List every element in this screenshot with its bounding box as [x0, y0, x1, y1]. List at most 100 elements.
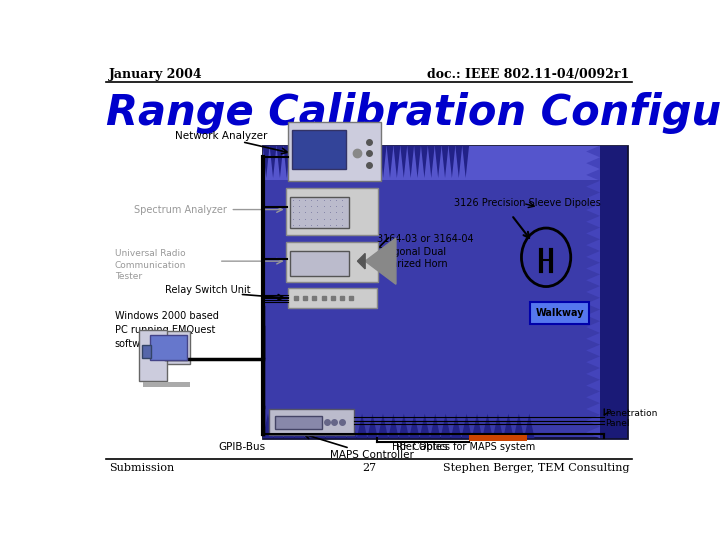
Polygon shape	[315, 414, 325, 438]
Text: Walkway: Walkway	[535, 308, 584, 318]
FancyBboxPatch shape	[269, 409, 354, 435]
Polygon shape	[284, 414, 294, 438]
Polygon shape	[492, 414, 503, 438]
Polygon shape	[346, 146, 352, 178]
Polygon shape	[586, 157, 600, 169]
Polygon shape	[400, 146, 408, 178]
Polygon shape	[294, 414, 305, 438]
Polygon shape	[408, 146, 414, 178]
Polygon shape	[421, 146, 428, 178]
FancyBboxPatch shape	[143, 346, 150, 358]
FancyBboxPatch shape	[530, 302, 589, 323]
Polygon shape	[586, 204, 600, 216]
Polygon shape	[586, 345, 600, 356]
FancyBboxPatch shape	[288, 288, 377, 308]
Text: Penetration
Panel: Penetration Panel	[606, 409, 658, 428]
Polygon shape	[284, 146, 290, 178]
Polygon shape	[387, 146, 393, 178]
Polygon shape	[378, 414, 388, 438]
Polygon shape	[435, 146, 441, 178]
Polygon shape	[305, 414, 315, 438]
Polygon shape	[586, 368, 600, 380]
Polygon shape	[451, 414, 462, 438]
Text: January 2004: January 2004	[109, 68, 202, 82]
Polygon shape	[586, 274, 600, 286]
Text: Universal Radio
Communication
Tester: Universal Radio Communication Tester	[115, 249, 186, 281]
Polygon shape	[482, 414, 492, 438]
Polygon shape	[352, 146, 359, 178]
Polygon shape	[586, 392, 600, 403]
Bar	[469, 435, 527, 441]
Polygon shape	[586, 286, 600, 298]
Polygon shape	[441, 146, 449, 178]
FancyBboxPatch shape	[287, 187, 378, 234]
FancyBboxPatch shape	[292, 130, 346, 169]
Polygon shape	[336, 414, 346, 438]
FancyBboxPatch shape	[139, 330, 167, 381]
Polygon shape	[366, 146, 373, 178]
Polygon shape	[586, 262, 600, 274]
Polygon shape	[331, 146, 338, 178]
FancyBboxPatch shape	[147, 331, 190, 364]
Text: Network Analyzer: Network Analyzer	[175, 131, 267, 141]
FancyBboxPatch shape	[288, 122, 381, 181]
Polygon shape	[586, 192, 600, 204]
Polygon shape	[430, 414, 441, 438]
Bar	[263, 146, 627, 438]
Polygon shape	[586, 227, 600, 239]
Polygon shape	[441, 414, 451, 438]
Polygon shape	[586, 298, 600, 309]
Polygon shape	[273, 414, 284, 438]
Text: Fiber Optics for MAPS system: Fiber Optics for MAPS system	[392, 442, 536, 452]
Polygon shape	[304, 146, 311, 178]
Polygon shape	[586, 181, 600, 192]
Polygon shape	[399, 414, 409, 438]
Polygon shape	[586, 380, 600, 392]
Text: Submission: Submission	[109, 463, 174, 473]
Polygon shape	[513, 414, 524, 438]
Polygon shape	[586, 216, 600, 227]
Text: MAPS Controller: MAPS Controller	[330, 450, 415, 460]
Polygon shape	[263, 414, 273, 438]
Polygon shape	[586, 356, 600, 368]
Polygon shape	[276, 146, 284, 178]
Polygon shape	[338, 146, 346, 178]
Polygon shape	[297, 146, 304, 178]
Polygon shape	[586, 415, 600, 427]
Bar	[263, 146, 600, 180]
Polygon shape	[409, 414, 420, 438]
Polygon shape	[449, 146, 455, 178]
Polygon shape	[414, 146, 421, 178]
Polygon shape	[269, 146, 276, 178]
Bar	[600, 146, 627, 438]
Polygon shape	[462, 146, 469, 178]
Polygon shape	[373, 146, 379, 178]
FancyBboxPatch shape	[290, 197, 348, 228]
Text: Range Calibration Configuration: Range Calibration Configuration	[106, 92, 720, 134]
Text: 27: 27	[362, 463, 376, 473]
Text: RF Cables: RF Cables	[396, 442, 447, 452]
Polygon shape	[586, 239, 600, 251]
Polygon shape	[325, 146, 331, 178]
Text: Relay Switch Unit: Relay Switch Unit	[165, 285, 251, 295]
Text: 3126 Precision Sleeve Dipoles: 3126 Precision Sleeve Dipoles	[454, 198, 600, 208]
FancyBboxPatch shape	[287, 241, 378, 282]
Polygon shape	[524, 414, 534, 438]
Polygon shape	[428, 146, 435, 178]
Text: 3164-03 or 3164-04
Diagonal Dual
Polarized Horn: 3164-03 or 3164-04 Diagonal Dual Polariz…	[377, 234, 473, 269]
Polygon shape	[586, 309, 600, 321]
Text: Windows 2000 based
PC running EMQuest
software: Windows 2000 based PC running EMQuest so…	[115, 312, 219, 349]
Polygon shape	[311, 146, 318, 178]
Polygon shape	[290, 146, 297, 178]
Polygon shape	[586, 321, 600, 333]
Text: Spectrum Analyzer: Spectrum Analyzer	[134, 205, 227, 214]
Polygon shape	[365, 238, 396, 284]
Text: Stephen Berger, TEM Consulting: Stephen Berger, TEM Consulting	[443, 463, 629, 473]
Polygon shape	[420, 414, 430, 438]
Polygon shape	[586, 403, 600, 415]
Polygon shape	[388, 414, 399, 438]
FancyBboxPatch shape	[274, 416, 322, 429]
Polygon shape	[503, 414, 513, 438]
Polygon shape	[346, 414, 357, 438]
Polygon shape	[393, 146, 400, 178]
